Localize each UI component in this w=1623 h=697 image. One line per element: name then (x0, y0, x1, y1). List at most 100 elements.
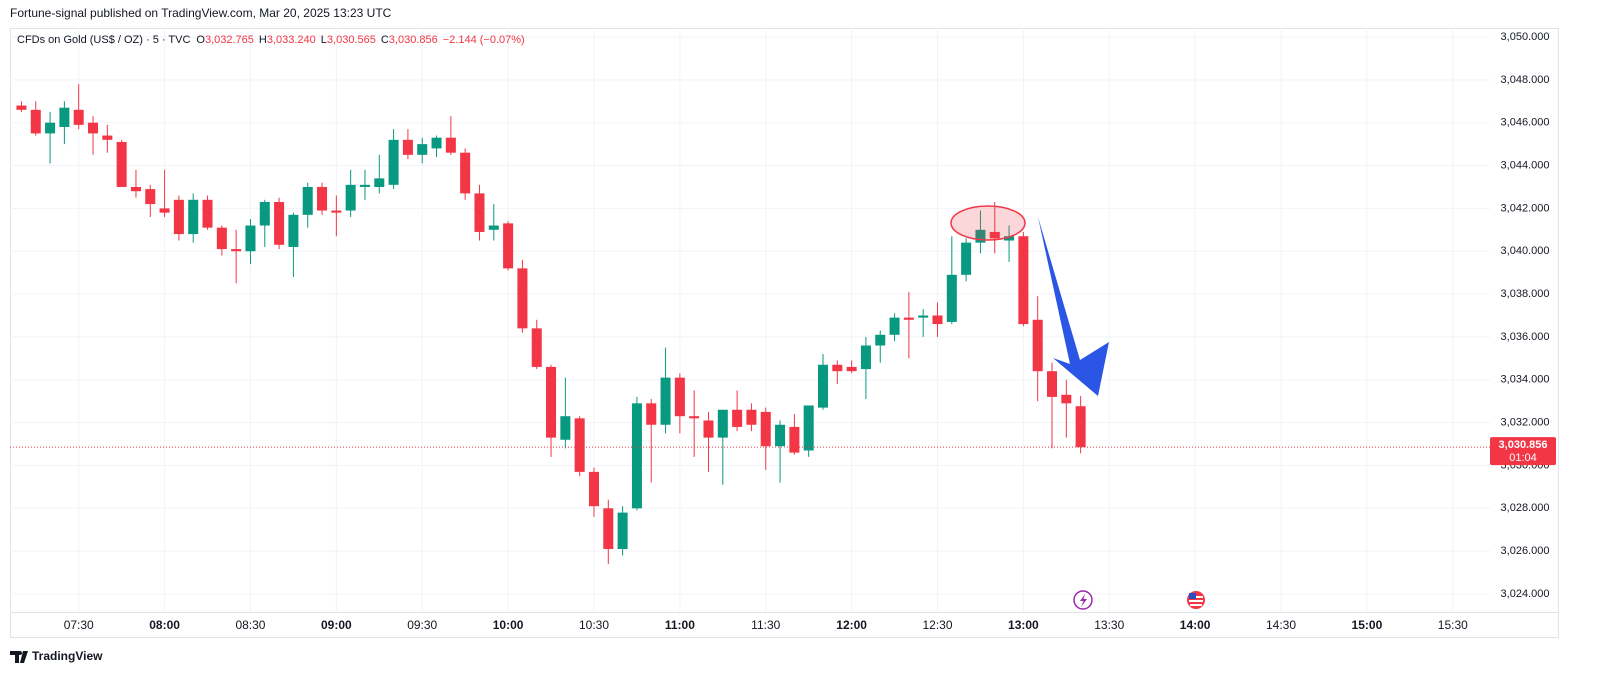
x-tick-label: 08:30 (235, 618, 265, 632)
candle-body (860, 345, 871, 370)
x-tick-label: 14:30 (1266, 618, 1296, 632)
x-tick-label: 10:00 (493, 618, 524, 632)
y-tick-label: 3,042.000 (1501, 202, 1550, 214)
candle-body (245, 225, 256, 252)
price-tag-value: 3,030.856 (1499, 439, 1548, 451)
y-tick-label: 3,044.000 (1501, 159, 1550, 171)
candle-body (503, 223, 514, 269)
down-arrow (1038, 217, 1109, 396)
y-tick-label: 3,034.000 (1501, 374, 1550, 386)
candle-body (488, 225, 499, 230)
candle-body (417, 144, 428, 155)
price-change: −2.144 (−0.07%) (443, 34, 525, 46)
candle-body (402, 139, 413, 155)
y-tick-label: 3,040.000 (1501, 245, 1550, 257)
candle-body (646, 403, 657, 425)
x-tick-label: 08:00 (149, 618, 180, 632)
candle-body (875, 334, 886, 346)
economic-event-icon (1187, 591, 1205, 609)
candle-body (703, 420, 714, 438)
candle-body (345, 184, 356, 211)
candles (16, 84, 1086, 565)
candle-body (73, 109, 84, 125)
candle-body (560, 416, 571, 440)
candle-body (188, 199, 199, 235)
publisher-line: Fortune-signal published on TradingView.… (10, 6, 392, 20)
x-tick-label: 13:00 (1008, 618, 1039, 632)
candle-body (775, 424, 786, 447)
ohlc-value: 3,030.856 (389, 34, 438, 46)
logo-text: TradingView (32, 649, 103, 663)
y-tick-label: 3,028.000 (1501, 502, 1550, 514)
x-tick-label: 15:30 (1438, 618, 1468, 632)
candle-body (45, 122, 56, 134)
candle-body (431, 137, 442, 149)
x-tick-label: 14:00 (1180, 618, 1211, 632)
candle-body (574, 418, 585, 472)
candle-body (1047, 371, 1058, 397)
candle-body (617, 512, 628, 550)
candle-body (259, 201, 270, 226)
candle-body (989, 231, 1000, 239)
grid (10, 28, 1490, 612)
chart-frame (10, 28, 1559, 638)
candle-body (531, 328, 542, 367)
candle-body (789, 426, 800, 453)
candle-body (903, 317, 914, 320)
candle-body (832, 364, 843, 372)
candle-body (102, 135, 113, 140)
candle-body (674, 377, 685, 417)
ohlc-value: 3,033.240 (267, 34, 316, 46)
y-tick-label: 3,024.000 (1501, 588, 1550, 600)
candle-body (918, 315, 929, 318)
x-tick-label: 09:30 (407, 618, 437, 632)
symbol-legend: CFDs on Gold (US$ / OZ) · 5 · TVC O3,032.… (17, 34, 525, 46)
candle-body (173, 199, 184, 235)
candle-body (717, 409, 728, 438)
candle-body (946, 274, 957, 322)
candle-body (603, 508, 614, 550)
x-tick-label: 10:30 (579, 618, 609, 632)
candle-body (130, 186, 141, 192)
x-tick-label: 15:00 (1352, 618, 1383, 632)
ohlc-value: 3,030.565 (327, 34, 376, 46)
candle-body (88, 122, 99, 134)
x-tick-label: 07:30 (64, 618, 94, 632)
candle-body (116, 141, 127, 187)
candle-body (388, 139, 399, 185)
candle-body (30, 109, 41, 134)
x-tick-label: 11:30 (751, 618, 780, 632)
candle-body (359, 184, 370, 187)
candle-body (317, 186, 328, 211)
candle-body (746, 409, 757, 425)
symbol-name: CFDs on Gold (US$ / OZ) · 5 · TVC (17, 34, 190, 46)
candle-body (588, 471, 599, 507)
candle-body (374, 178, 385, 187)
candle-body (846, 366, 857, 372)
y-tick-label: 3,036.000 (1501, 331, 1550, 343)
candle-body (1061, 394, 1072, 404)
candle-body (145, 189, 156, 205)
candle-body (803, 405, 814, 451)
candle-body (16, 105, 27, 110)
y-tick-label: 3,050.000 (1501, 31, 1550, 43)
candle-body (1004, 236, 1015, 241)
x-tick-label: 12:00 (836, 618, 867, 632)
candle-body (660, 377, 671, 425)
candle-body (817, 364, 829, 408)
ohlc-key: L (321, 34, 327, 46)
candle-body (889, 317, 900, 335)
highlight-ellipse (950, 205, 1026, 241)
candle-body (460, 152, 471, 194)
candle-body (517, 268, 528, 329)
candle-body (732, 409, 743, 427)
ohlc-key: H (259, 34, 267, 46)
candle-body (689, 416, 700, 419)
candle-body (216, 227, 227, 250)
candle-body (202, 199, 213, 228)
price-tag (1490, 437, 1556, 466)
candle-body (59, 107, 70, 127)
candle-body (1075, 406, 1086, 448)
